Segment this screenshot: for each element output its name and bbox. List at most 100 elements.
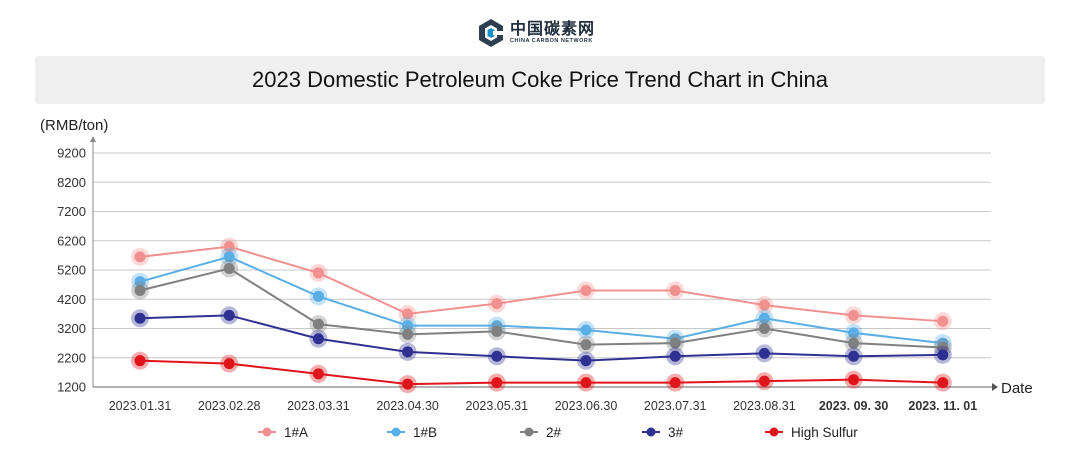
data-point (937, 349, 949, 361)
series-line (139, 314, 943, 362)
x-axis-arrow (992, 383, 998, 391)
data-point (223, 358, 235, 370)
legend-item: 1#A (258, 425, 308, 440)
data-point (669, 377, 681, 389)
data-point (402, 320, 414, 332)
legend-item: 1#B (387, 425, 437, 440)
data-point (758, 375, 770, 387)
data-point (134, 251, 146, 263)
x-tick-label: 2023.03.31 (287, 399, 350, 413)
legend-label: 3# (668, 425, 684, 440)
data-point (580, 377, 592, 389)
legend-item: High Sulfur (765, 425, 858, 440)
data-point (580, 355, 592, 367)
legend-marker (391, 427, 401, 437)
legend: 1#A 1#B 2# 3# High Sulfur (258, 425, 858, 440)
data-point (134, 276, 146, 288)
carbon-logo-icon (479, 19, 504, 47)
data-point (134, 355, 146, 367)
y-tick-label: 3200 (57, 321, 86, 336)
data-point (223, 241, 235, 253)
y-tick-label: 8200 (57, 175, 86, 190)
data-point (848, 337, 860, 349)
data-point (491, 350, 503, 362)
data-point (758, 299, 770, 311)
y-axis-title: (RMB/ton) (40, 117, 108, 134)
data-point (937, 377, 949, 389)
data-point (223, 309, 235, 321)
data-point (402, 378, 414, 390)
x-tick-label: 2023.05.31 (466, 399, 529, 413)
data-point (312, 368, 324, 380)
x-tick-label: 2023.07.31 (644, 399, 707, 413)
data-point (402, 328, 414, 340)
data-point (758, 312, 770, 324)
data-point (402, 346, 414, 358)
x-tick-label: 2023.04.30 (376, 399, 439, 413)
legend-marker (769, 427, 779, 437)
series-5 (131, 351, 952, 394)
y-axis-arrow (90, 136, 96, 142)
x-tick-label: 2023.06.30 (555, 399, 618, 413)
data-point (223, 263, 235, 275)
x-tick-labels: 2023.01.31 2023.02.28 2023.03.31 2023.04.30… (109, 399, 978, 413)
data-point (848, 374, 860, 386)
series-line (139, 359, 943, 386)
y-tick-label: 6200 (57, 233, 86, 248)
series-4 (131, 306, 952, 370)
chart-title: 2023 Domestic Petroleum Coke Price Trend… (252, 67, 828, 92)
legend-item: 3# (642, 425, 684, 440)
data-point (134, 312, 146, 324)
data-point (134, 284, 146, 296)
data-point (491, 377, 503, 389)
legend-label: 1#A (284, 425, 308, 440)
series-3 (131, 259, 952, 357)
data-point (223, 251, 235, 263)
data-point (491, 325, 503, 337)
y-tick-label: 2200 (57, 350, 86, 365)
data-point (669, 350, 681, 362)
legend-marker (646, 427, 656, 437)
data-point (669, 284, 681, 296)
data-point (848, 350, 860, 362)
legend-item: 2# (520, 425, 562, 440)
x-tick-label: 2023. 09. 30 (819, 399, 889, 413)
x-tick-label: 2023.01.31 (109, 399, 172, 413)
series-line (139, 255, 943, 345)
data-point (580, 284, 592, 296)
brand-name-en: CHINA CARBON NETWORK (510, 38, 593, 45)
series-line (139, 245, 943, 323)
y-tick-label: 5200 (57, 263, 86, 278)
series-1 (131, 237, 952, 331)
legend-marker (524, 427, 534, 437)
x-axis-title: Date (1001, 380, 1033, 397)
legend-label: 2# (546, 425, 562, 440)
brand-name-cn: 中国碳素网 (510, 19, 596, 39)
data-point (402, 308, 414, 320)
data-point (758, 347, 770, 359)
x-tick-label: 2023.08.31 (733, 399, 796, 413)
legend-marker (262, 427, 272, 437)
data-point (312, 267, 324, 279)
data-point (669, 337, 681, 349)
data-point (312, 290, 324, 302)
data-point (848, 327, 860, 339)
series-line (139, 267, 943, 349)
data-point (312, 318, 324, 330)
data-point (937, 315, 949, 327)
y-tick-label: 4200 (57, 292, 86, 307)
legend-label: 1#B (413, 425, 437, 440)
data-point (580, 339, 592, 351)
x-tick-label: 2023. 11. 01 (908, 399, 977, 413)
data-point (758, 323, 770, 334)
brand-logo: 中国碳素网 CHINA CARBON NETWORK (478, 16, 595, 50)
data-point (580, 324, 592, 336)
y-tick-label: 1200 (57, 380, 86, 395)
legend-label: High Sulfur (791, 425, 858, 440)
data-point (848, 309, 860, 321)
series-2 (131, 247, 952, 353)
x-tick-label: 2023.02.28 (198, 399, 261, 413)
data-point (491, 298, 503, 310)
y-tick-label: 9200 (57, 146, 86, 161)
